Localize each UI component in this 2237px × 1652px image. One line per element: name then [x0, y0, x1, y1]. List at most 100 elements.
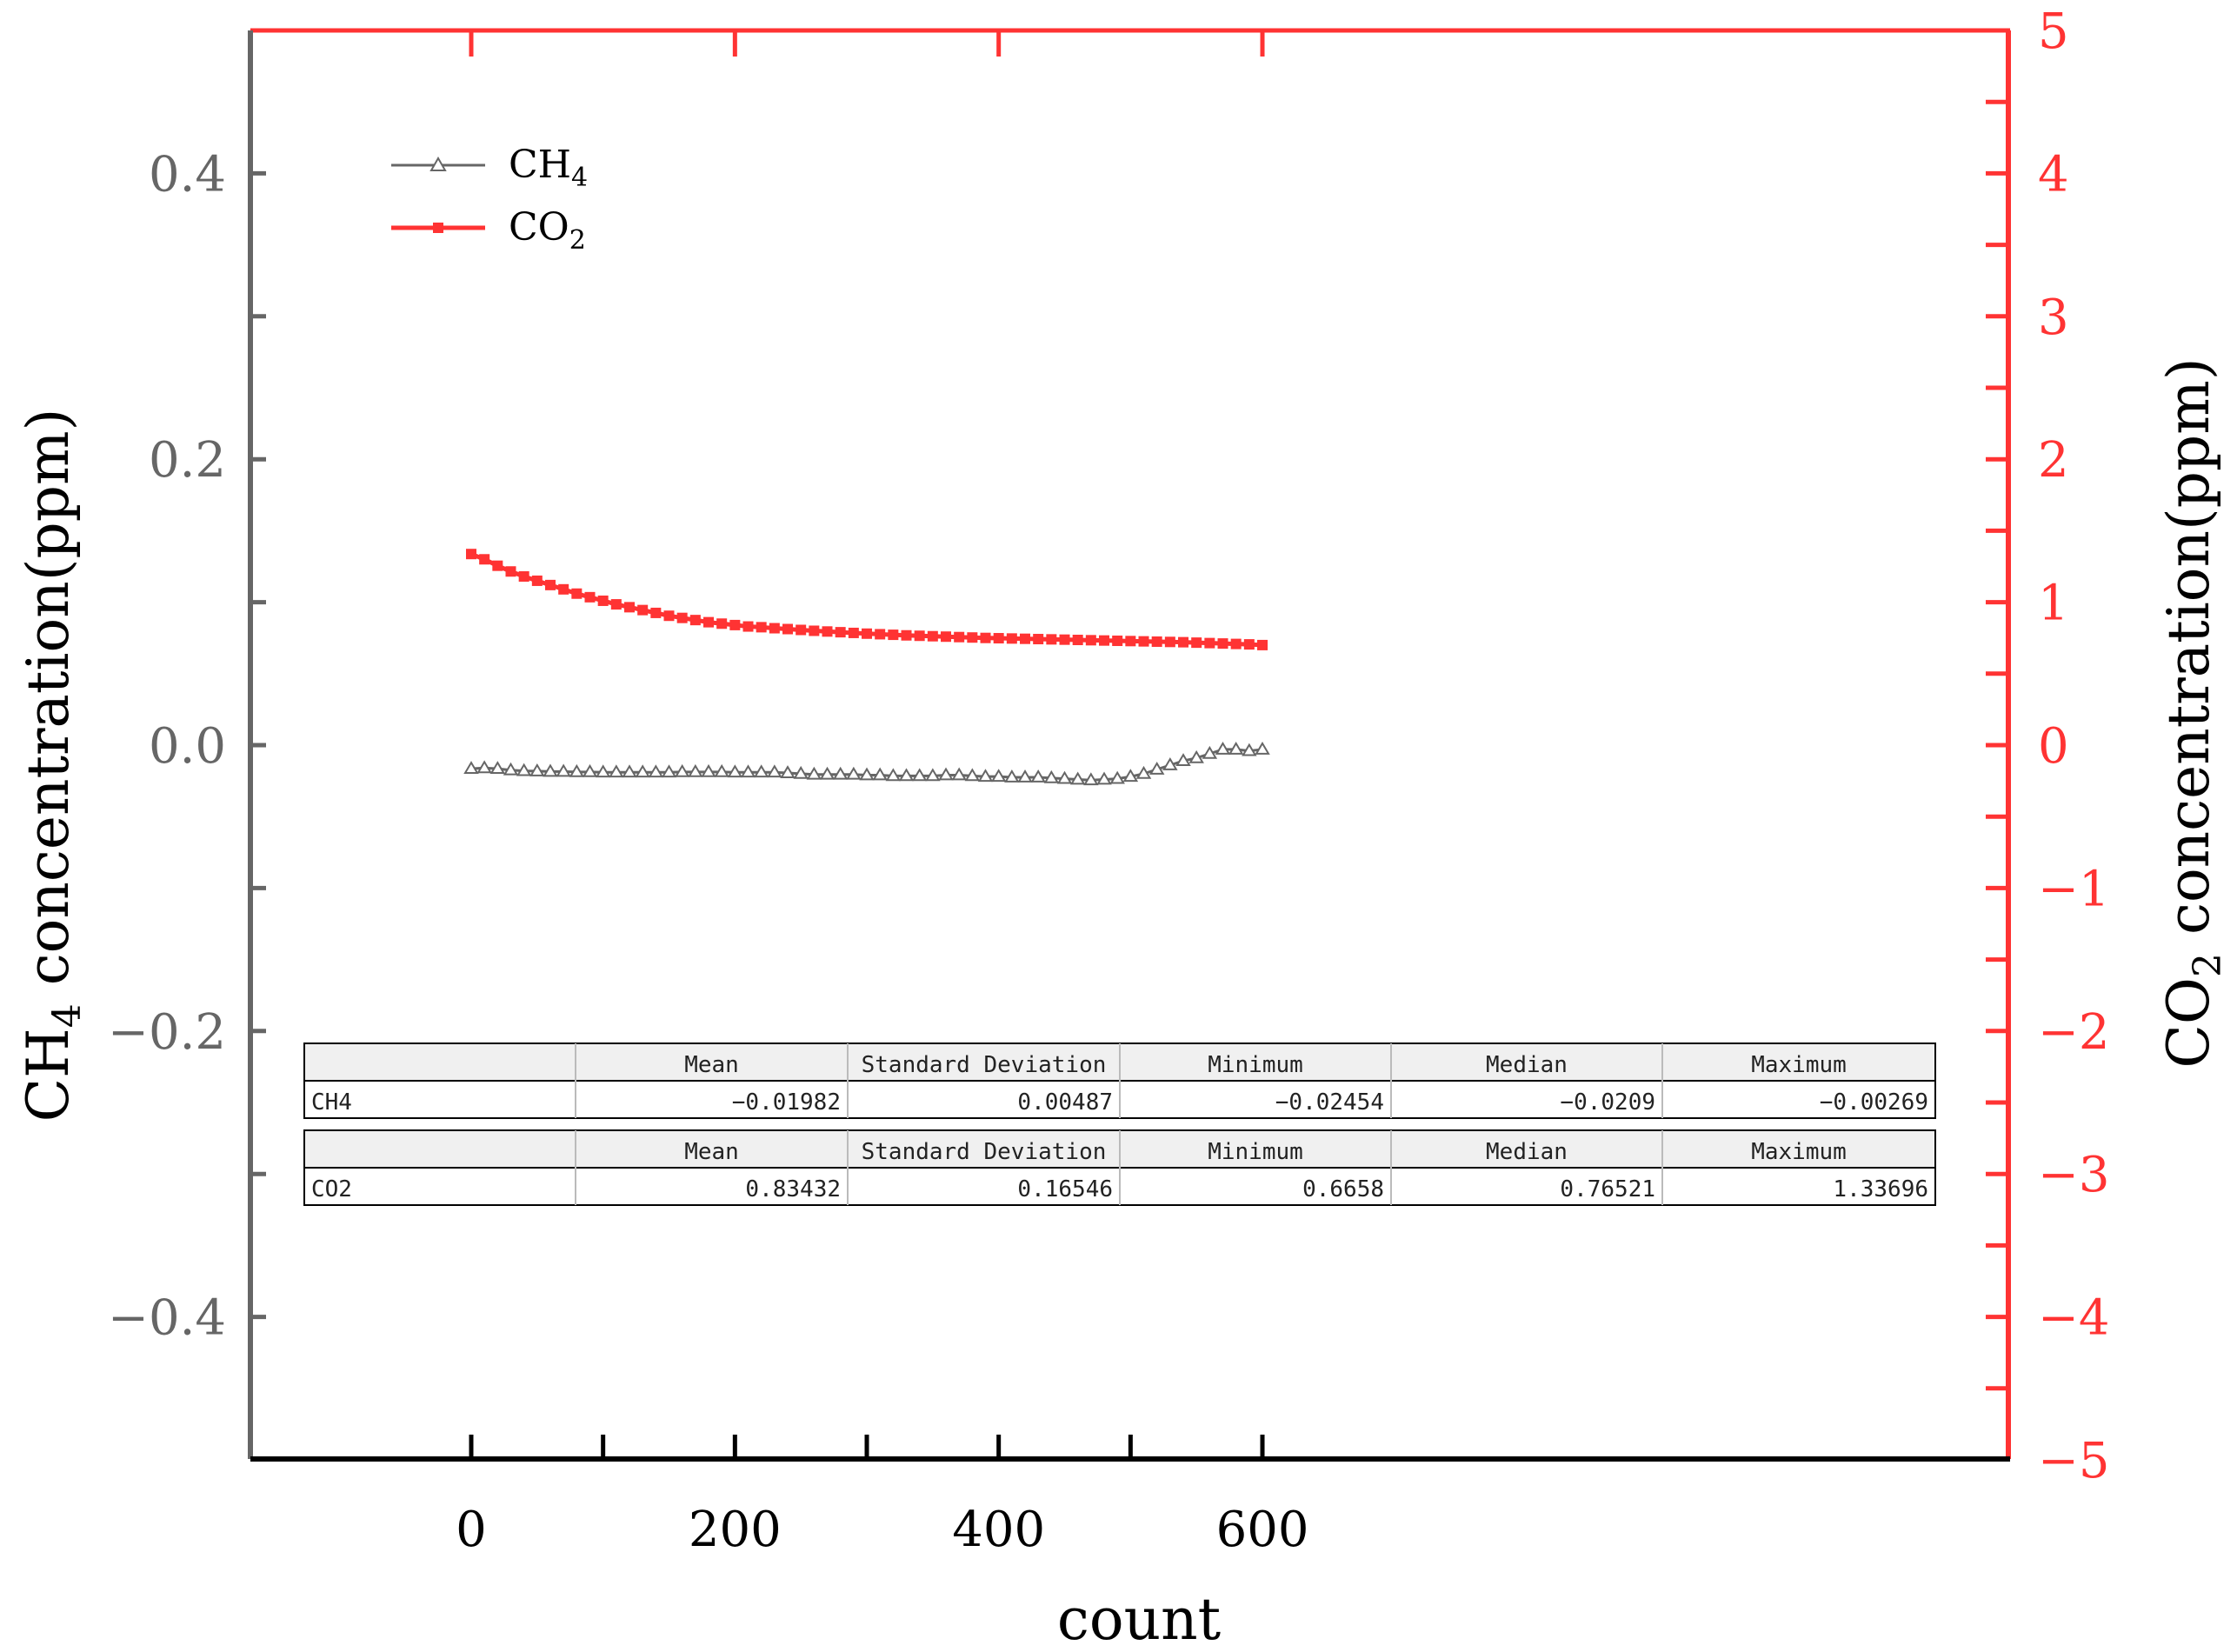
data-point-co2: [479, 554, 490, 565]
data-point-ch4: [582, 763, 598, 777]
data-point-ch4: [1030, 769, 1046, 783]
data-point-co2: [1204, 637, 1215, 649]
data-point-co2: [1099, 635, 1110, 646]
data-point-co2: [941, 631, 952, 643]
data-point-ch4: [701, 763, 716, 777]
data-point-ch4: [1096, 771, 1112, 785]
data-point-ch4: [753, 764, 769, 778]
data-point-ch4: [476, 760, 492, 774]
y-axis-title-left: CH4 concentration(ppm): [15, 409, 90, 1122]
data-point-co2: [703, 616, 715, 628]
data-point-ch4: [529, 763, 545, 776]
data-point-co2: [796, 624, 807, 636]
data-point-co2: [584, 591, 596, 603]
data-point-co2: [888, 629, 899, 641]
data-point-co2: [624, 602, 636, 613]
right-tick-label: 3: [2038, 290, 2069, 346]
table-value-cell: 0.76521: [1560, 1176, 1655, 1202]
table-header-cell: Standard Deviation: [862, 1052, 1107, 1078]
data-point-ch4: [595, 764, 611, 778]
data-point-ch4: [648, 764, 664, 778]
data-point-ch4: [1083, 772, 1099, 786]
data-point-co2: [1138, 636, 1149, 647]
data-point-ch4: [1215, 741, 1231, 755]
data-point-co2: [914, 630, 925, 642]
left-tick-label: −0.4: [108, 1290, 226, 1347]
data-point-ch4: [688, 763, 703, 777]
data-point-co2: [676, 612, 688, 623]
data-point-co2: [901, 629, 912, 641]
table-header-cell: Minimum: [1208, 1052, 1303, 1078]
data-point-co2: [637, 604, 649, 616]
left-tick-label: 0.4: [149, 146, 226, 203]
table-header-cell: Minimum: [1208, 1139, 1303, 1165]
data-point-ch4: [1175, 753, 1191, 766]
right-tick-label: −2: [2038, 1004, 2110, 1061]
data-point-ch4: [767, 764, 782, 778]
data-point-ch4: [1162, 757, 1178, 770]
data-point-co2: [809, 625, 820, 636]
right-tick-label: −5: [2038, 1433, 2110, 1489]
data-point-co2: [466, 549, 476, 560]
right-tick-label: 5: [2038, 3, 2069, 60]
legend-label-co2: CO2: [509, 205, 586, 256]
data-point-co2: [597, 595, 609, 606]
statistics-tables: Mean Standard Deviation Minimum Median Maxim…: [303, 1042, 1936, 1206]
table-row-label: CO2: [311, 1176, 352, 1202]
table-header-cell: Standard Deviation: [862, 1139, 1107, 1165]
table-header-cell: Median: [1486, 1139, 1568, 1165]
data-point-co2: [927, 630, 938, 642]
table-row-label: CH4: [311, 1089, 352, 1116]
table-value-cell: 0.16546: [1017, 1176, 1113, 1202]
data-point-co2: [742, 621, 754, 632]
data-point-ch4: [1255, 741, 1270, 755]
table-header-cell: Maximum: [1751, 1052, 1847, 1078]
data-point-co2: [1164, 636, 1175, 648]
data-point-co2: [1085, 635, 1096, 646]
data-point-co2: [769, 623, 780, 634]
series-layer: [463, 549, 1270, 786]
data-point-co2: [954, 631, 965, 643]
data-point-co2: [558, 583, 569, 595]
table-value-cell: 1.33696: [1833, 1176, 1928, 1202]
data-point-co2: [729, 619, 741, 630]
data-point-co2: [1151, 636, 1162, 647]
bottom-tick-label: 400: [952, 1502, 1045, 1558]
data-point-co2: [1191, 637, 1202, 649]
left-tick-label: −0.2: [108, 1004, 226, 1061]
table-header-cell: Median: [1486, 1052, 1568, 1078]
right-tick-label: 0: [2038, 718, 2069, 775]
table-value-cell: 0.00487: [1017, 1089, 1113, 1116]
data-point-co2: [716, 618, 728, 629]
data-point-co2: [571, 588, 583, 599]
right-tick-label: −3: [2038, 1147, 2110, 1203]
data-point-co2: [1033, 634, 1044, 645]
right-tick-label: −1: [2038, 861, 2110, 917]
data-point-ch4: [872, 767, 888, 781]
left-tick-label: 0.0: [149, 718, 226, 775]
data-point-ch4: [793, 765, 809, 779]
data-point-ch4: [714, 763, 729, 777]
data-point-co2: [782, 623, 794, 635]
data-point-ch4: [516, 763, 532, 776]
data-point-co2: [545, 579, 556, 590]
data-point-ch4: [977, 769, 994, 783]
data-point-ch4: [489, 761, 506, 775]
data-point-co2: [1230, 638, 1242, 649]
data-point-co2: [492, 560, 503, 571]
data-point-co2: [756, 622, 767, 633]
axis-ticks: −0.4 −0.2 0.0 0.2 0.4 −5 −4 −3 −2 −1 0 1 2 3 4 5 0 200 400…: [108, 3, 2110, 1558]
data-point-ch4: [1069, 771, 1086, 785]
data-point-ch4: [885, 768, 902, 782]
data-point-ch4: [622, 764, 637, 778]
legend-label-ch4: CH4: [509, 143, 588, 193]
data-point-ch4: [556, 763, 571, 777]
data-point-ch4: [859, 767, 875, 781]
data-point-ch4: [1017, 769, 1033, 783]
data-point-co2: [835, 627, 846, 638]
data-point-ch4: [1004, 769, 1020, 783]
data-point-co2: [862, 628, 873, 639]
data-point-co2: [980, 632, 991, 643]
data-point-co2: [518, 571, 529, 583]
data-point-co2: [1112, 635, 1123, 646]
